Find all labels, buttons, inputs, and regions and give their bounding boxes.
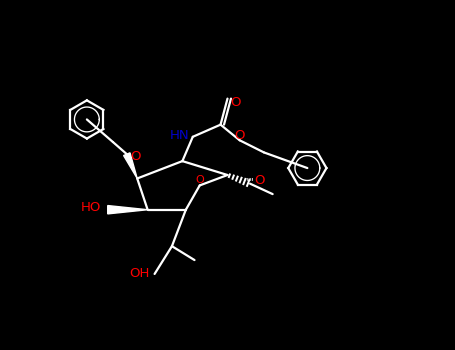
Text: O: O	[255, 174, 265, 187]
Text: HO: HO	[81, 202, 101, 215]
Text: O: O	[195, 175, 204, 185]
Polygon shape	[124, 153, 137, 178]
Text: HN: HN	[170, 128, 189, 141]
Text: O: O	[230, 96, 241, 108]
Polygon shape	[108, 205, 147, 214]
Text: O: O	[130, 150, 141, 163]
Text: O: O	[234, 128, 245, 141]
Text: OH: OH	[129, 267, 149, 280]
Text: "": ""	[245, 177, 254, 187]
